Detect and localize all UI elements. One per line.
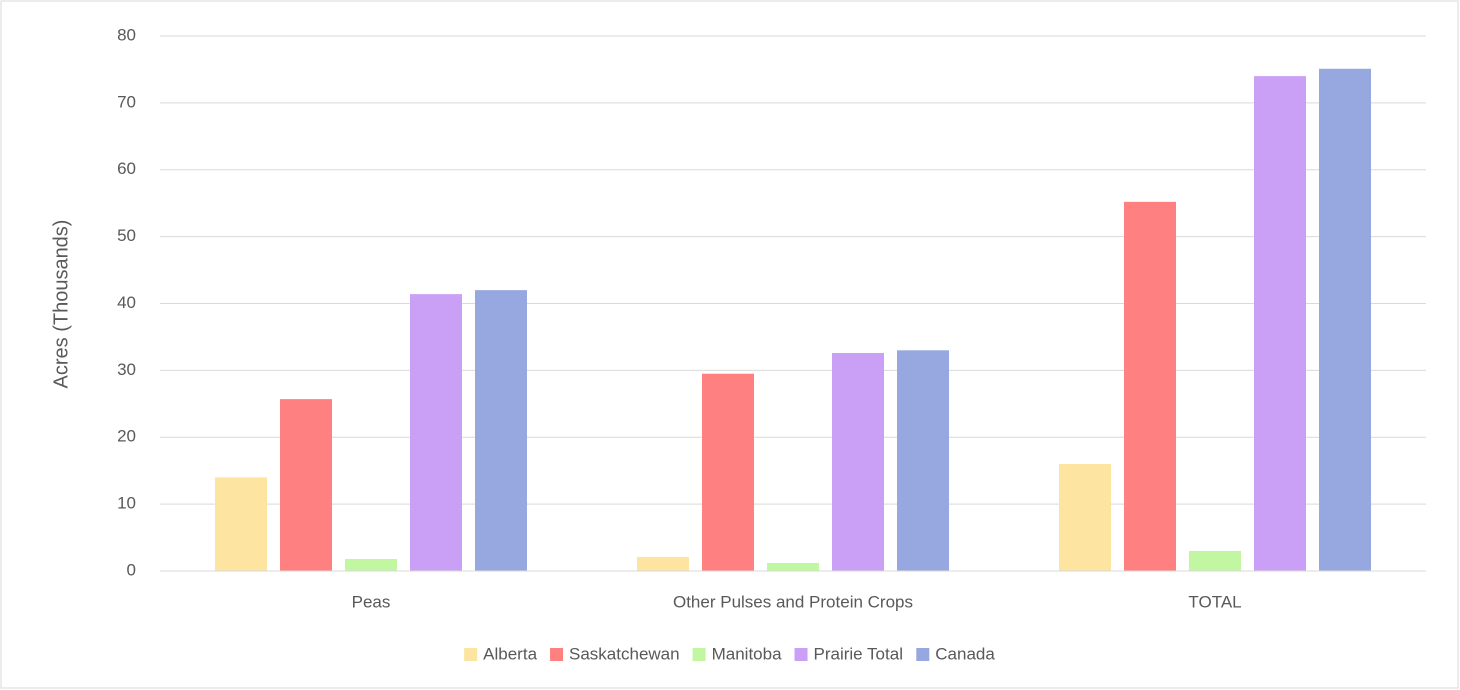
bar xyxy=(1319,68,1371,572)
bar xyxy=(1059,464,1111,571)
bar xyxy=(1189,550,1241,571)
x-tick-label: TOTAL xyxy=(1188,592,1241,611)
y-axis-label: Acres (Thousands) xyxy=(50,220,72,389)
bar xyxy=(215,477,267,571)
bar xyxy=(832,352,884,571)
legend-swatch xyxy=(692,648,706,661)
legend-swatch xyxy=(550,648,564,661)
y-tick-label: 80 xyxy=(117,25,136,44)
legend-label: Saskatchewan xyxy=(569,644,680,663)
bar xyxy=(637,556,689,571)
x-tick-label: Peas xyxy=(352,592,391,611)
legend-swatch xyxy=(794,648,808,661)
legend-label: Canada xyxy=(935,644,995,663)
bar xyxy=(1124,201,1176,571)
y-tick-label: 40 xyxy=(117,293,136,312)
bar xyxy=(897,350,949,571)
y-tick-label: 30 xyxy=(117,360,136,379)
legend-label: Alberta xyxy=(483,644,537,663)
legend-swatch xyxy=(916,648,930,661)
legend-label: Manitoba xyxy=(712,644,782,663)
y-tick-label: 70 xyxy=(117,92,136,111)
y-tick-label: 50 xyxy=(117,226,136,245)
bar xyxy=(1254,76,1306,571)
legend-label: Prairie Total xyxy=(814,644,903,663)
bar xyxy=(280,399,332,571)
y-tick-label: 10 xyxy=(117,494,136,513)
bar xyxy=(702,373,754,571)
y-tick-label: 20 xyxy=(117,427,136,446)
bar xyxy=(345,558,397,571)
x-tick-label: Other Pulses and Protein Crops xyxy=(673,592,913,611)
legend-swatch xyxy=(464,648,478,661)
y-tick-label: 60 xyxy=(117,159,136,178)
bar xyxy=(475,290,527,571)
y-tick-label: 0 xyxy=(127,560,136,579)
bar xyxy=(410,294,462,571)
bar xyxy=(767,562,819,571)
